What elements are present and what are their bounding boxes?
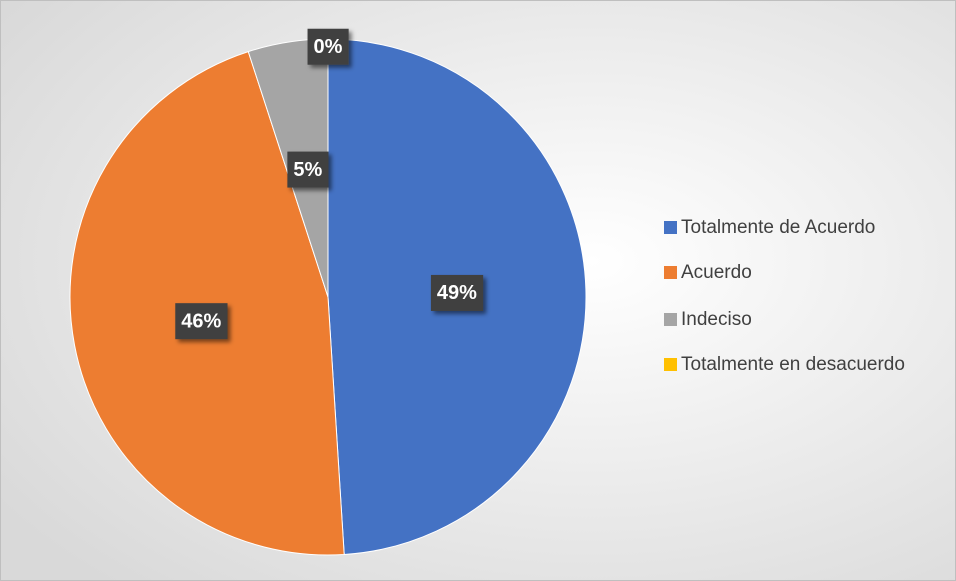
data-label-box	[175, 303, 228, 340]
data-label: 46%	[175, 303, 228, 340]
data-label-box	[287, 151, 329, 188]
legend-label: Totalmente de Acuerdo	[681, 217, 875, 238]
pie	[69, 38, 587, 556]
data-label-text: 5%	[293, 159, 322, 181]
legend-swatch	[664, 358, 677, 371]
legend-label: Totalmente en desacuerdo	[681, 354, 905, 375]
data-label-text: 0%	[314, 36, 343, 58]
legend-label: Indeciso	[681, 309, 752, 330]
data-label-box	[430, 274, 484, 311]
data-label-text: 46%	[181, 310, 221, 332]
legend-label: Acuerdo	[681, 262, 752, 283]
legend-swatch	[664, 313, 677, 326]
data-label: 5%	[287, 151, 329, 188]
data-label-box	[307, 28, 349, 65]
legend-swatch	[664, 221, 677, 234]
legend-swatch	[664, 266, 677, 279]
legend: Totalmente de Acuerdo Acuerdo Indeciso Tota…	[664, 217, 905, 375]
data-label-text: 49%	[437, 282, 477, 304]
data-label: 49%	[430, 274, 484, 311]
data-labels: 49% 46% 5% 0%	[175, 28, 484, 340]
data-label: 0%	[307, 28, 349, 65]
